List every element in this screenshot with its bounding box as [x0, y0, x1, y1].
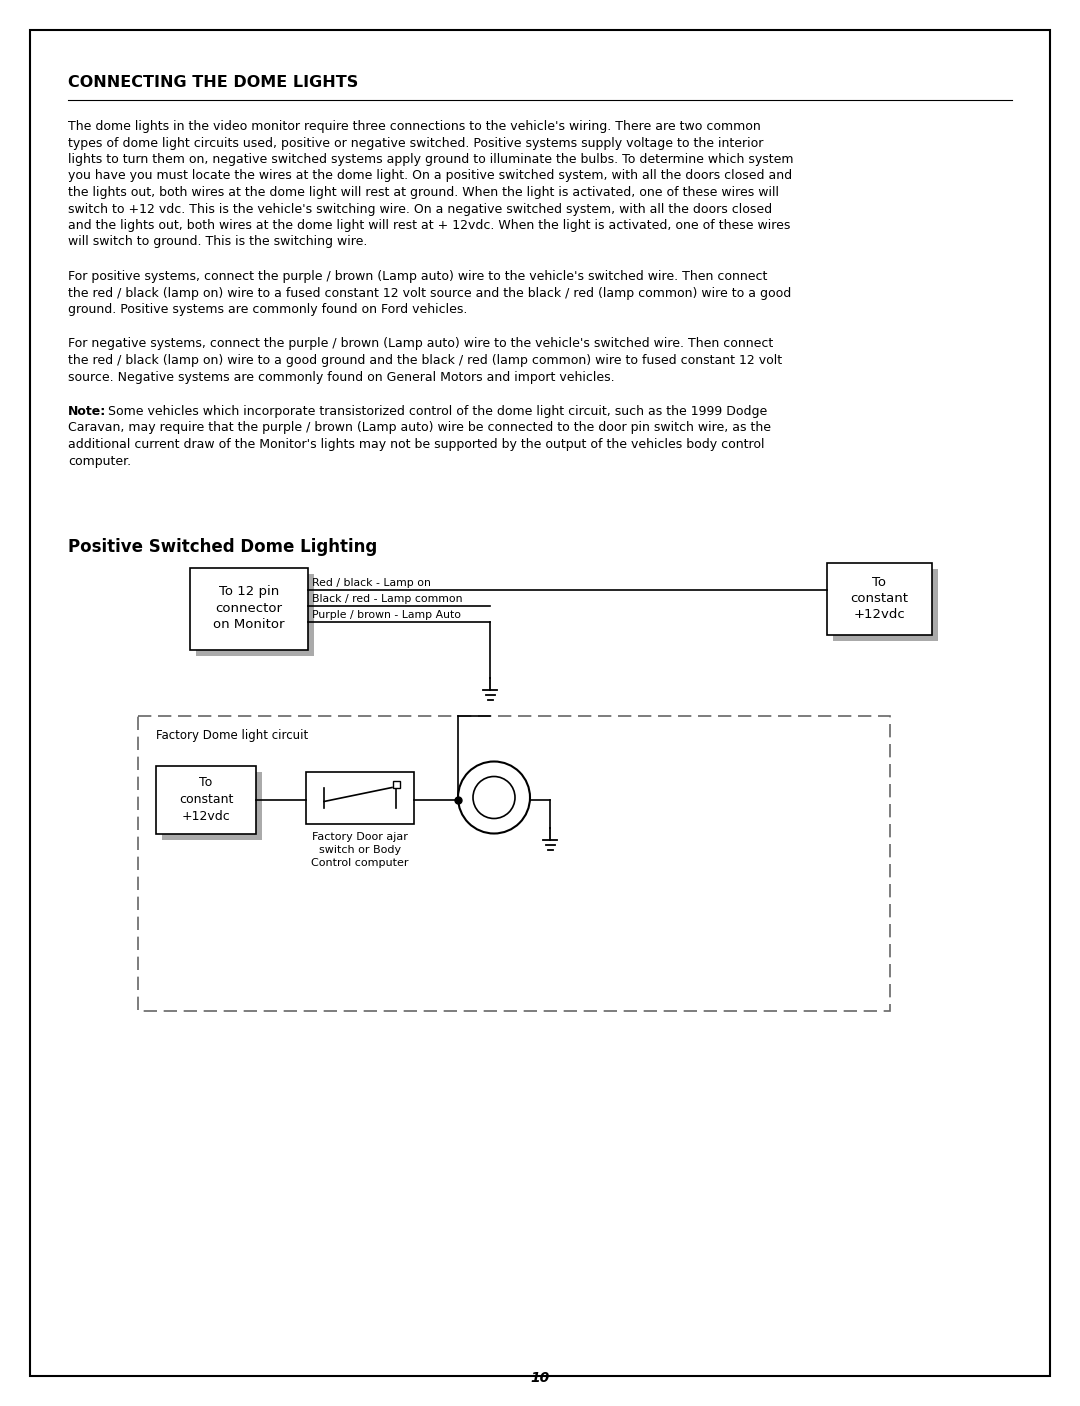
Text: To
constant
+12vdc: To constant +12vdc: [179, 776, 233, 823]
Text: additional current draw of the Monitor's lights may not be supported by the outp: additional current draw of the Monitor's…: [68, 439, 765, 451]
Text: For positive systems, connect the purple / brown (Lamp auto) wire to the vehicle: For positive systems, connect the purple…: [68, 270, 768, 283]
Text: Note:: Note:: [68, 405, 106, 418]
Text: types of dome light circuits used, positive or negative switched. Positive syste: types of dome light circuits used, posit…: [68, 136, 764, 149]
Text: Some vehicles which incorporate transistorized control of the dome light circuit: Some vehicles which incorporate transist…: [104, 405, 767, 418]
Text: switch to +12 vdc. This is the vehicle's switching wire. On a negative switched : switch to +12 vdc. This is the vehicle's…: [68, 202, 772, 215]
Text: the red / black (lamp on) wire to a good ground and the black / red (lamp common: the red / black (lamp on) wire to a good…: [68, 354, 782, 367]
Bar: [392, 780, 400, 787]
Text: the red / black (lamp on) wire to a fused constant 12 volt source and the black : the red / black (lamp on) wire to a fuse…: [68, 287, 792, 299]
Bar: [162, 772, 262, 839]
Bar: [195, 574, 314, 655]
Text: Factory Door ajar
switch or Body
Control computer: Factory Door ajar switch or Body Control…: [311, 831, 408, 868]
Bar: [833, 568, 939, 641]
Bar: [190, 568, 308, 650]
Text: you have you must locate the wires at the dome light. On a positive switched sys: you have you must locate the wires at th…: [68, 170, 792, 183]
Text: Black / red - Lamp common: Black / red - Lamp common: [312, 595, 462, 605]
Text: will switch to ground. This is the switching wire.: will switch to ground. This is the switc…: [68, 235, 367, 249]
Bar: [827, 562, 932, 634]
Text: 10: 10: [530, 1371, 550, 1385]
Text: For negative systems, connect the purple / brown (Lamp auto) wire to the vehicle: For negative systems, connect the purple…: [68, 337, 773, 350]
Text: Purple / brown - Lamp Auto: Purple / brown - Lamp Auto: [312, 610, 461, 620]
Text: computer.: computer.: [68, 454, 131, 468]
Ellipse shape: [473, 776, 515, 818]
Text: Red / black - Lamp on: Red / black - Lamp on: [312, 578, 431, 589]
Text: ground. Positive systems are commonly found on Ford vehicles.: ground. Positive systems are commonly fo…: [68, 304, 468, 316]
Bar: [138, 716, 890, 1011]
Text: To 12 pin
connector
on Monitor: To 12 pin connector on Monitor: [213, 585, 285, 631]
Text: Positive Switched Dome Lighting: Positive Switched Dome Lighting: [68, 537, 377, 555]
Text: CONNECTING THE DOME LIGHTS: CONNECTING THE DOME LIGHTS: [68, 75, 359, 90]
Text: Factory Dome light circuit: Factory Dome light circuit: [156, 730, 308, 742]
Text: the lights out, both wires at the dome light will rest at ground. When the light: the lights out, both wires at the dome l…: [68, 186, 779, 200]
Text: lights to turn them on, negative switched systems apply ground to illuminate the: lights to turn them on, negative switche…: [68, 153, 794, 166]
Bar: [156, 765, 256, 834]
Text: source. Negative systems are commonly found on General Motors and import vehicle: source. Negative systems are commonly fo…: [68, 371, 615, 384]
Ellipse shape: [458, 762, 530, 834]
Text: The dome lights in the video monitor require three connections to the vehicle's : The dome lights in the video monitor req…: [68, 120, 760, 134]
Text: Caravan, may require that the purple / brown (Lamp auto) wire be connected to th: Caravan, may require that the purple / b…: [68, 422, 771, 434]
Text: and the lights out, both wires at the dome light will rest at + 12vdc. When the : and the lights out, both wires at the do…: [68, 219, 791, 232]
Bar: [306, 772, 414, 824]
Text: To
constant
+12vdc: To constant +12vdc: [851, 575, 908, 621]
